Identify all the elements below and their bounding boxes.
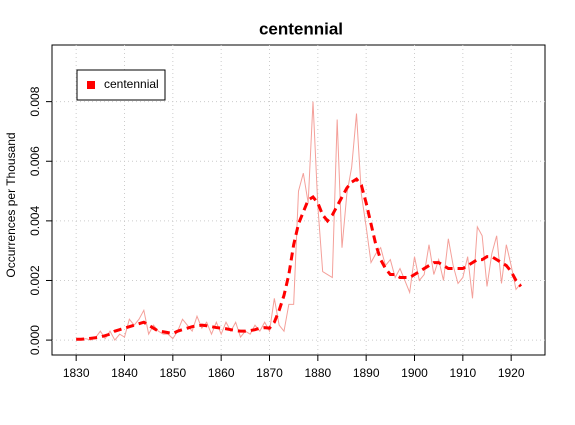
chart-title: centennial [259, 19, 343, 38]
x-tick-label: 1870 [256, 366, 283, 380]
y-tick-label: 0.002 [28, 265, 42, 295]
legend-swatch [87, 81, 95, 89]
x-tick-label: 1920 [498, 366, 525, 380]
legend-label: centennial [104, 77, 159, 91]
x-tick-label: 1900 [401, 366, 428, 380]
series-line [76, 177, 522, 341]
y-axis-label: Occurrences per Thousand [4, 132, 18, 277]
x-tick-label: 1830 [63, 366, 90, 380]
series-line [76, 101, 522, 341]
y-tick-label: 0.000 [28, 325, 42, 355]
y-tick-label: 0.004 [28, 206, 42, 236]
x-tick-label: 1910 [449, 366, 476, 380]
x-tick-label: 1860 [208, 366, 235, 380]
y-tick-label: 0.006 [28, 146, 42, 176]
x-tick-label: 1880 [304, 366, 331, 380]
x-tick-label: 1850 [159, 366, 186, 380]
y-tick-label: 0.008 [28, 86, 42, 116]
x-tick-label: 1890 [353, 366, 380, 380]
x-tick-label: 1840 [111, 366, 138, 380]
